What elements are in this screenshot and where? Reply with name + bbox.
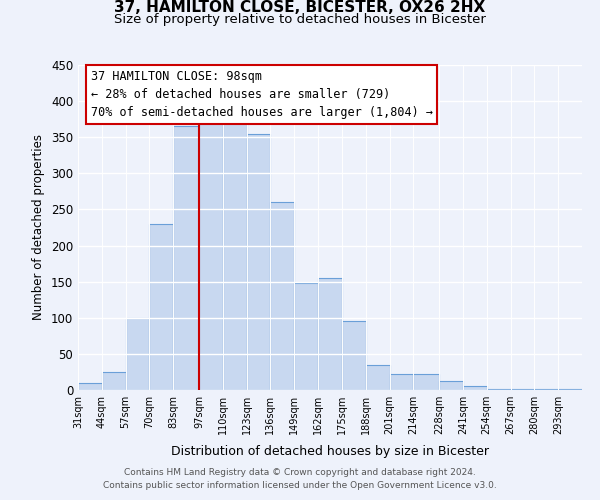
- Bar: [271, 202, 294, 390]
- Bar: [318, 278, 342, 390]
- Bar: [149, 224, 173, 390]
- Bar: [78, 383, 102, 390]
- Bar: [535, 388, 558, 390]
- Text: Size of property relative to detached houses in Bicester: Size of property relative to detached ho…: [114, 12, 486, 26]
- Bar: [294, 283, 318, 390]
- Bar: [413, 374, 439, 390]
- Bar: [558, 388, 582, 390]
- Bar: [366, 364, 389, 390]
- Bar: [511, 388, 535, 390]
- Bar: [487, 388, 511, 390]
- Bar: [102, 372, 125, 390]
- Bar: [439, 382, 463, 390]
- Text: 37, HAMILTON CLOSE, BICESTER, OX26 2HX: 37, HAMILTON CLOSE, BICESTER, OX26 2HX: [115, 0, 485, 16]
- Bar: [125, 318, 149, 390]
- Bar: [247, 134, 271, 390]
- Bar: [173, 126, 199, 390]
- Bar: [463, 386, 487, 390]
- Y-axis label: Number of detached properties: Number of detached properties: [32, 134, 46, 320]
- Bar: [199, 119, 223, 390]
- Text: Contains HM Land Registry data © Crown copyright and database right 2024.
Contai: Contains HM Land Registry data © Crown c…: [103, 468, 497, 489]
- Bar: [342, 322, 366, 390]
- Text: 37 HAMILTON CLOSE: 98sqm
← 28% of detached houses are smaller (729)
70% of semi-: 37 HAMILTON CLOSE: 98sqm ← 28% of detach…: [91, 70, 433, 119]
- X-axis label: Distribution of detached houses by size in Bicester: Distribution of detached houses by size …: [171, 446, 489, 458]
- Bar: [389, 374, 413, 390]
- Bar: [223, 119, 247, 390]
